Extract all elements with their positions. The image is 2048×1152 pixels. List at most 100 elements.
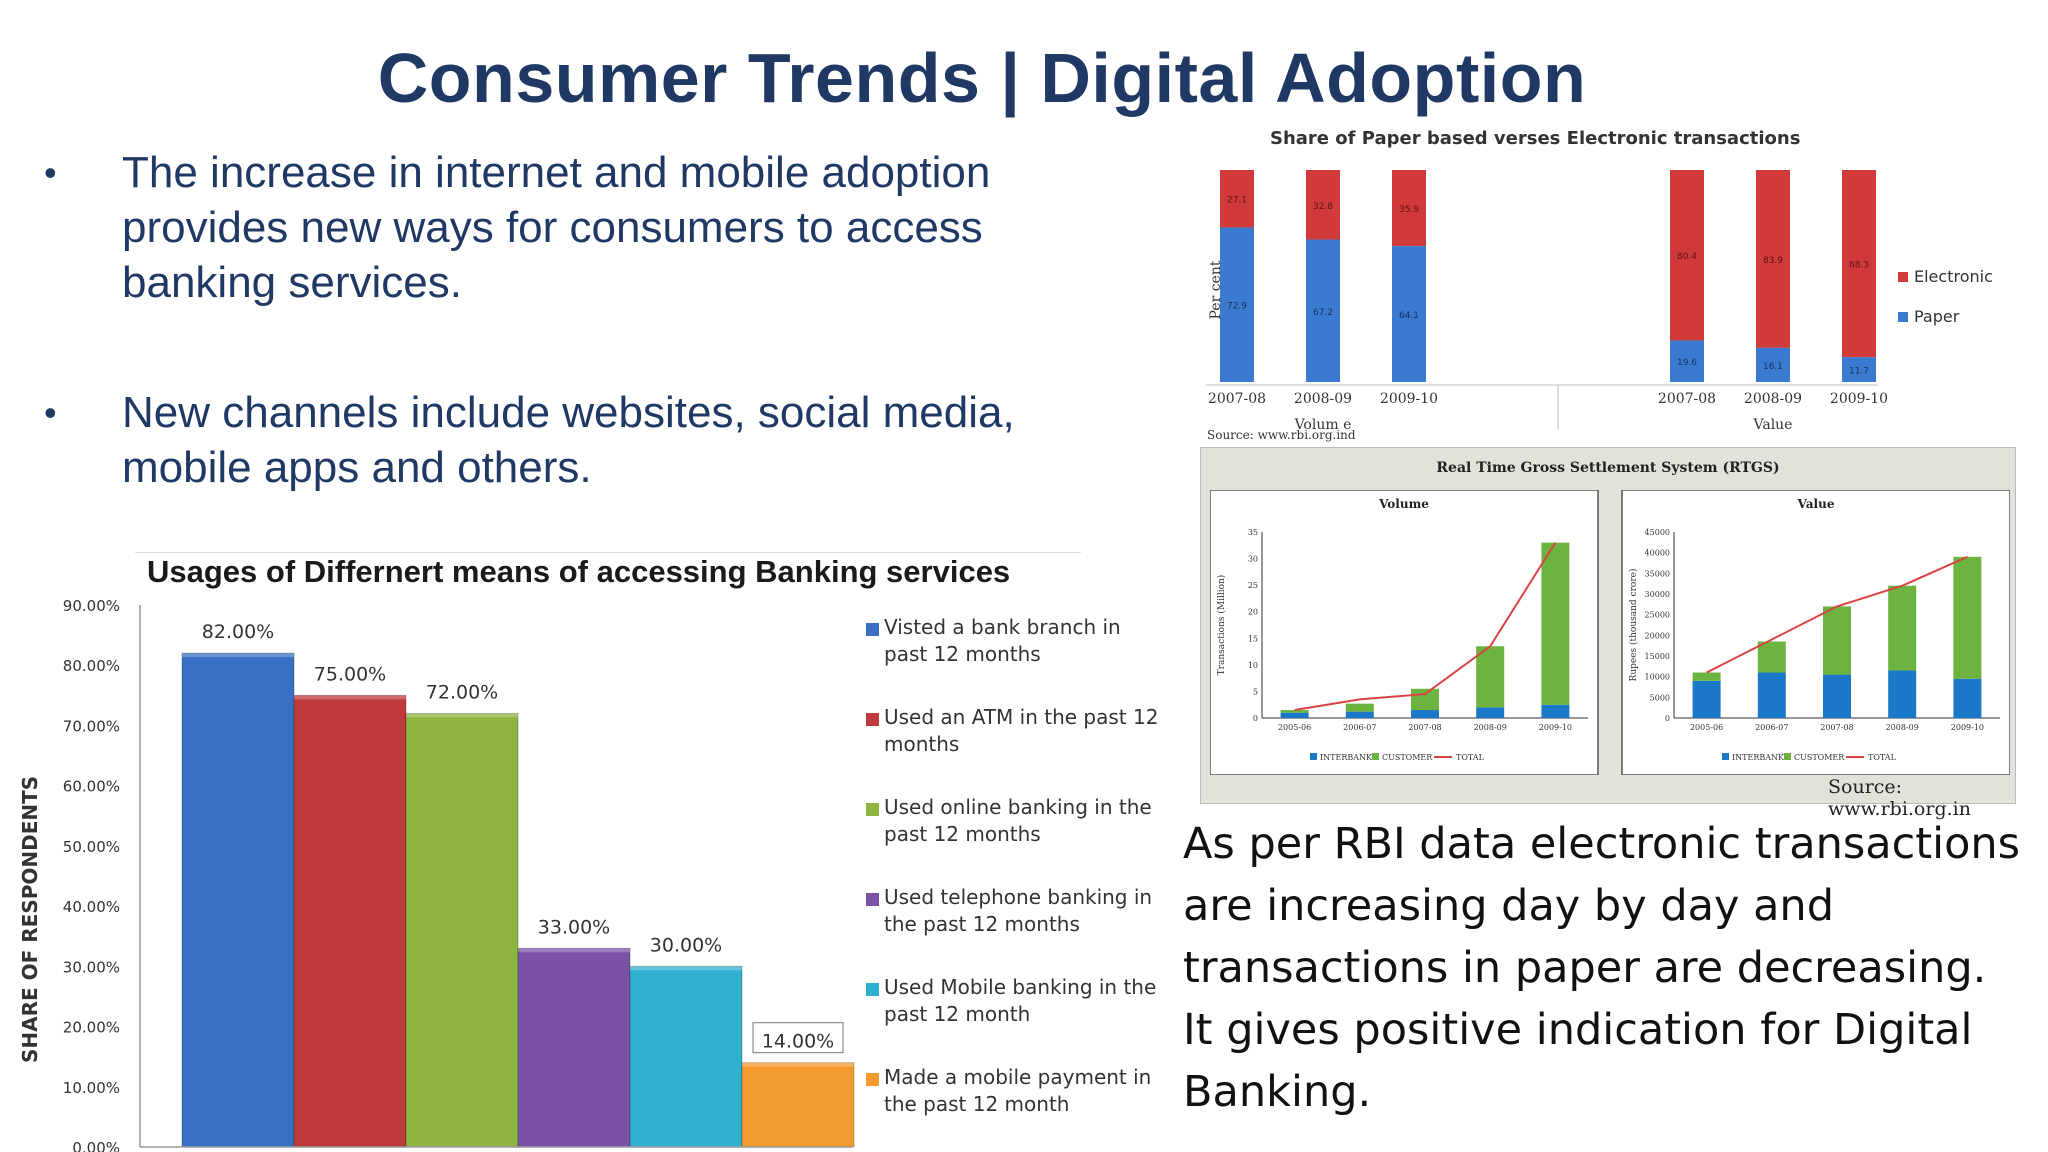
bar-segment-electronic [1306,170,1340,240]
bar-highlight [406,713,518,718]
bar-segment-customer [1541,542,1570,705]
x-tick-label: 2007-08 [1208,391,1266,407]
y-tick-label: 15000 [1645,652,1670,661]
bar [181,652,295,1148]
bar-segment-customer [1823,606,1851,675]
panel-title: Volume [1378,497,1429,511]
rbi-paragraph: As per RBI data electronic transactions … [1183,819,2021,1117]
bar-segment-customer [1692,672,1721,681]
group-label: Value [1753,417,1793,430]
y-tick-label: 50.00% [63,838,120,856]
y-tick-label: 25 [1248,581,1258,590]
legend-swatch [1372,753,1379,760]
legend-label: TOTAL [1456,753,1485,762]
y-tick-label: 90.00% [63,597,120,615]
bar-segment-electronic [1756,170,1790,348]
y-tick-label: 0 [1665,714,1670,723]
rtgs-panel-frame [1210,490,1599,775]
bar-segment-paper [1842,357,1876,382]
bar-segment-interbank [1953,678,1982,718]
rtgs-title: Real Time Gross Settlement System (RTGS) [1436,460,1780,476]
data-label: 75.00% [314,663,386,685]
x-tick-label: 2008-09 [1744,391,1802,407]
y-tick-label: 5000 [1650,693,1670,702]
bar-highlight [294,695,406,700]
segment-label: 32.8 [1313,202,1333,212]
x-tick-label: 2006-07 [1343,723,1376,732]
bar-segment-interbank [1757,672,1786,718]
bar [741,1062,855,1148]
legend-label: INTERBANK [1732,753,1785,762]
x-tick-label: 2009-10 [1951,723,1984,732]
bar-segment-interbank [1541,704,1570,718]
bar-segment-interbank [1476,707,1505,718]
segment-label: 72.9 [1227,302,1247,312]
rtgs-charts: Volume 0 5 10 15 20 25 30 35 Transactions (Millio… [1210,490,2010,775]
banking-y-axis-label: SHARE OF RESPONDENTS [18,775,42,1063]
bar-segment-customer [1888,585,1917,671]
slide-title: Consumer Trends | Digital Adoption [377,39,1587,117]
bar-segment-customer [1345,703,1374,712]
y-tick-label: 40000 [1645,549,1670,558]
segment-label: 80.4 [1677,252,1697,262]
bullet-symbol: • [44,152,57,193]
bullet-list: • The increase in internet and mobile ad… [40,145,1080,570]
bar-segment-customer [1411,688,1439,711]
legend-item: Used online banking in the past 12 month… [864,794,1164,884]
segment-label: 64.1 [1399,311,1419,321]
legend-label: Made a mobile payment in the past 12 mon… [884,1065,1152,1116]
segment-label: 88.3 [1849,261,1869,271]
y-tick-label: 40.00% [63,898,120,916]
bar-segment-interbank [1823,674,1851,718]
x-tick-label: 2007-08 [1658,391,1716,407]
legend-swatch [1784,753,1791,760]
y-tick-label: 5 [1253,687,1258,696]
banking-bar-chart: 0.00% 10.00% 20.00% 30.00% 40.00% 50.00% 60.00… [63,597,855,1152]
bar-highlight [182,653,294,658]
x-tick-label: 2008-09 [1474,723,1507,732]
segment-label: 16.1 [1763,362,1783,372]
y-axis-label: Rupees (thousand crore) [1628,569,1639,682]
bar-segment-interbank [1411,710,1439,718]
bar-segment-interbank [1345,711,1374,718]
y-tick-label: 35 [1248,528,1258,537]
legend-swatch [866,893,879,906]
legend-swatch [866,803,879,816]
bar-segment-paper [1220,227,1254,382]
legend-label: CUSTOMER [1382,753,1433,762]
x-tick-label: 2009-10 [1830,391,1888,407]
y-tick-label: 30 [1248,555,1258,564]
banking-chart-legend: Visted a bank branch in past 12 months Us… [864,614,1164,1152]
legend-label: Used telephone banking in the past 12 mo… [884,885,1153,936]
bullet-symbol: • [44,392,57,433]
y-tick-label: 25000 [1645,611,1670,620]
bar-segment-customer [1280,710,1309,713]
legend-swatch [866,623,879,636]
bar-segment-paper [1670,340,1704,382]
y-tick-label: 45000 [1645,528,1670,537]
bar-segment-electronic [1670,170,1704,341]
bar [629,965,743,1148]
segment-label: 35.9 [1399,205,1419,215]
bar [405,712,519,1148]
group-label: Volum e [1294,417,1352,430]
data-label-box [752,1022,844,1054]
legend-swatch [1898,312,1908,322]
y-tick-label: 10000 [1645,673,1670,682]
bar-segment-customer [1476,646,1505,708]
x-tick-label: 2006-07 [1755,723,1788,732]
legend-swatch [866,713,879,726]
bullet-item: • The increase in internet and mobile ad… [40,145,1080,310]
legend-swatch [1722,753,1729,760]
legend-swatch [1310,753,1317,760]
legend-label: Used an ATM in the past 12 months [884,705,1159,756]
y-tick-label: 10.00% [63,1079,120,1097]
legend-label: TOTAL [1868,753,1897,762]
bar-segment-customer [1757,641,1786,673]
y-tick-label: 10 [1248,661,1258,670]
bar [517,947,631,1148]
legend-label: Visted a bank branch in past 12 months [884,615,1121,666]
paper-electronic-source: Source: www.rbi.org.ind [1207,428,1356,442]
x-tick-label: 2005-06 [1278,723,1311,732]
legend-item: Used telephone banking in the past 12 mo… [864,884,1164,974]
